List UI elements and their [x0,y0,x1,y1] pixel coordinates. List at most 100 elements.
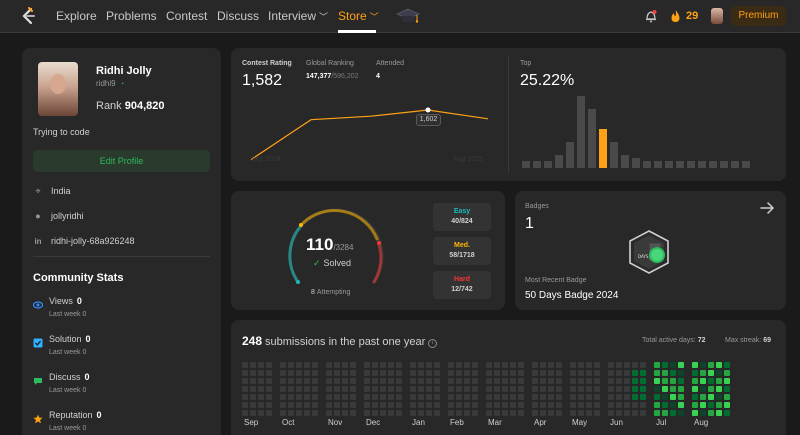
heatmap-cell[interactable] [410,370,416,376]
graduation-cap-icon[interactable] [396,6,420,26]
heatmap-cell[interactable] [632,394,638,400]
linkedin-row[interactable]: in ridhi-jolly-68a926248 [33,236,134,246]
heatmap-cell[interactable] [518,402,524,408]
heatmap-cell[interactable] [678,410,684,416]
heatmap-cell[interactable] [692,410,698,416]
heatmap-cell[interactable] [426,394,432,400]
heatmap-cell[interactable] [518,394,524,400]
heatmap-cell[interactable] [678,362,684,368]
histogram-bar[interactable] [643,161,651,168]
heatmap-cell[interactable] [594,386,600,392]
heatmap-cell[interactable] [510,378,516,384]
heatmap-cell[interactable] [654,386,660,392]
heatmap-cell[interactable] [724,378,730,384]
heatmap-cell[interactable] [708,410,714,416]
heatmap-cell[interactable] [540,362,546,368]
heatmap-cell[interactable] [532,402,538,408]
histogram-bar[interactable] [566,141,574,168]
heatmap-cell[interactable] [486,362,492,368]
heatmap-cell[interactable] [608,402,614,408]
arrow-right-icon[interactable] [759,200,775,216]
heatmap-cell[interactable] [312,402,318,408]
heatmap-cell[interactable] [578,394,584,400]
heatmap-cell[interactable] [250,378,256,384]
heatmap-cell[interactable] [556,362,562,368]
heatmap-cell[interactable] [532,362,538,368]
heatmap-cell[interactable] [640,402,646,408]
histogram-bar[interactable] [544,161,552,168]
heatmap-cell[interactable] [418,362,424,368]
heatmap-cell[interactable] [632,386,638,392]
leetcode-logo-icon[interactable] [20,7,36,25]
histogram-bar[interactable] [610,141,618,168]
heatmap-cell[interactable] [266,370,272,376]
heatmap-cell[interactable] [296,410,302,416]
heatmap-cell[interactable] [364,370,370,376]
heatmap-cell[interactable] [372,410,378,416]
heatmap-cell[interactable] [586,378,592,384]
heatmap-cell[interactable] [472,410,478,416]
heatmap-cell[interactable] [448,402,454,408]
heatmap-cell[interactable] [434,370,440,376]
heatmap-cell[interactable] [350,370,356,376]
heatmap-cell[interactable] [724,410,730,416]
heatmap-cell[interactable] [472,362,478,368]
heatmap-cell[interactable] [570,370,576,376]
heatmap-cell[interactable] [654,410,660,416]
heatmap-cell[interactable] [518,362,524,368]
heatmap-cell[interactable] [662,370,668,376]
heatmap-cell[interactable] [364,402,370,408]
heatmap-cell[interactable] [556,370,562,376]
heatmap-cell[interactable] [716,362,722,368]
heatmap-cell[interactable] [486,394,492,400]
heatmap-cell[interactable] [578,370,584,376]
heatmap-cell[interactable] [242,394,248,400]
heatmap-cell[interactable] [494,410,500,416]
heatmap-cell[interactable] [678,394,684,400]
heatmap-cell[interactable] [594,362,600,368]
heatmap-cell[interactable] [456,402,462,408]
heatmap-cell[interactable] [380,394,386,400]
heatmap-cell[interactable] [280,394,286,400]
info-icon[interactable]: i [428,339,438,348]
heatmap-cell[interactable] [326,410,332,416]
heatmap-cell[interactable] [700,394,706,400]
heatmap-cell[interactable] [334,378,340,384]
heatmap-cell[interactable] [418,386,424,392]
heatmap-cell[interactable] [258,402,264,408]
heatmap-cell[interactable] [662,386,668,392]
heatmap-cell[interactable] [586,386,592,392]
heatmap-cell[interactable] [494,378,500,384]
heatmap-cell[interactable] [426,402,432,408]
heatmap-cell[interactable] [456,370,462,376]
heatmap-cell[interactable] [548,410,554,416]
heatmap-cell[interactable] [502,362,508,368]
heatmap-cell[interactable] [540,394,546,400]
heatmap-cell[interactable] [494,402,500,408]
heatmap-cell[interactable] [510,362,516,368]
heatmap-cell[interactable] [396,362,402,368]
heatmap-cell[interactable] [312,370,318,376]
heatmap-cell[interactable] [372,370,378,376]
heatmap-cell[interactable] [396,410,402,416]
heatmap-cell[interactable] [380,370,386,376]
heatmap-cell[interactable] [266,394,272,400]
heatmap-cell[interactable] [410,362,416,368]
heatmap-cell[interactable] [388,378,394,384]
heatmap-cell[interactable] [448,386,454,392]
heatmap-cell[interactable] [510,410,516,416]
heatmap-cell[interactable] [380,410,386,416]
heatmap-cell[interactable] [426,370,432,376]
heatmap-cell[interactable] [518,410,524,416]
histogram-bar[interactable] [577,96,585,168]
notification-bell-icon[interactable] [645,9,657,23]
heatmap-cell[interactable] [448,394,454,400]
heatmap-cell[interactable] [350,378,356,384]
heatmap-cell[interactable] [616,386,622,392]
heatmap-cell[interactable] [250,410,256,416]
heatmap-cell[interactable] [434,386,440,392]
heatmap-cell[interactable] [724,402,730,408]
heatmap-cell[interactable] [692,402,698,408]
histogram-bar[interactable] [654,161,662,168]
heatmap-cell[interactable] [280,378,286,384]
